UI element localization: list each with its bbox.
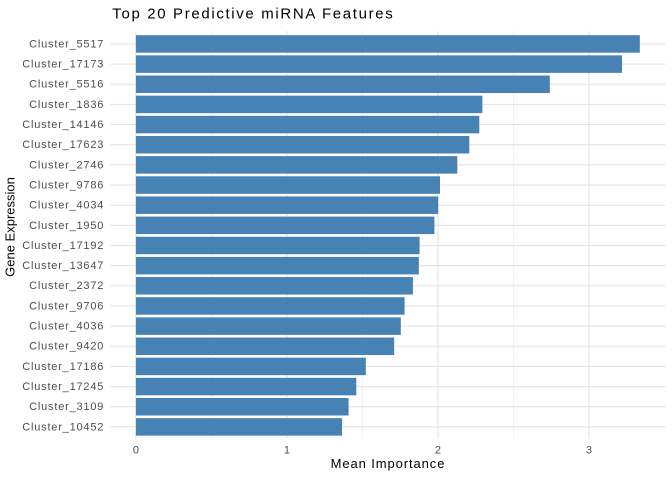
svg-text:Cluster_9706: Cluster_9706	[29, 300, 104, 312]
svg-text:0: 0	[133, 445, 139, 457]
svg-text:Mean Importance: Mean Importance	[331, 456, 446, 471]
svg-text:Cluster_9420: Cluster_9420	[29, 341, 104, 353]
svg-text:Cluster_10452: Cluster_10452	[22, 421, 104, 433]
svg-text:Gene Expression: Gene Expression	[3, 177, 18, 277]
svg-text:Cluster_17245: Cluster_17245	[22, 381, 104, 393]
svg-text:Cluster_2746: Cluster_2746	[29, 159, 104, 171]
svg-text:Cluster_9786: Cluster_9786	[29, 179, 104, 191]
svg-text:Top 20 Predictive miRNA Featur: Top 20 Predictive miRNA Features	[112, 6, 394, 23]
svg-text:Cluster_5516: Cluster_5516	[29, 79, 104, 91]
svg-text:Cluster_17173: Cluster_17173	[22, 59, 104, 71]
svg-text:Cluster_2372: Cluster_2372	[29, 280, 104, 292]
svg-text:Cluster_1836: Cluster_1836	[29, 99, 104, 111]
svg-text:1: 1	[284, 445, 290, 457]
svg-text:Cluster_4036: Cluster_4036	[29, 321, 104, 333]
svg-text:Cluster_4034: Cluster_4034	[29, 200, 104, 212]
svg-text:Cluster_13647: Cluster_13647	[22, 260, 104, 272]
svg-text:Cluster_1950: Cluster_1950	[29, 220, 104, 232]
svg-text:Cluster_17623: Cluster_17623	[22, 139, 104, 151]
svg-text:Cluster_14146: Cluster_14146	[22, 119, 104, 131]
svg-text:Cluster_5517: Cluster_5517	[29, 38, 104, 50]
svg-text:Cluster_17186: Cluster_17186	[22, 361, 104, 373]
svg-text:Cluster_17192: Cluster_17192	[22, 240, 104, 252]
svg-text:3: 3	[586, 445, 592, 457]
svg-text:2: 2	[435, 445, 441, 457]
svg-text:Cluster_3109: Cluster_3109	[29, 401, 104, 413]
